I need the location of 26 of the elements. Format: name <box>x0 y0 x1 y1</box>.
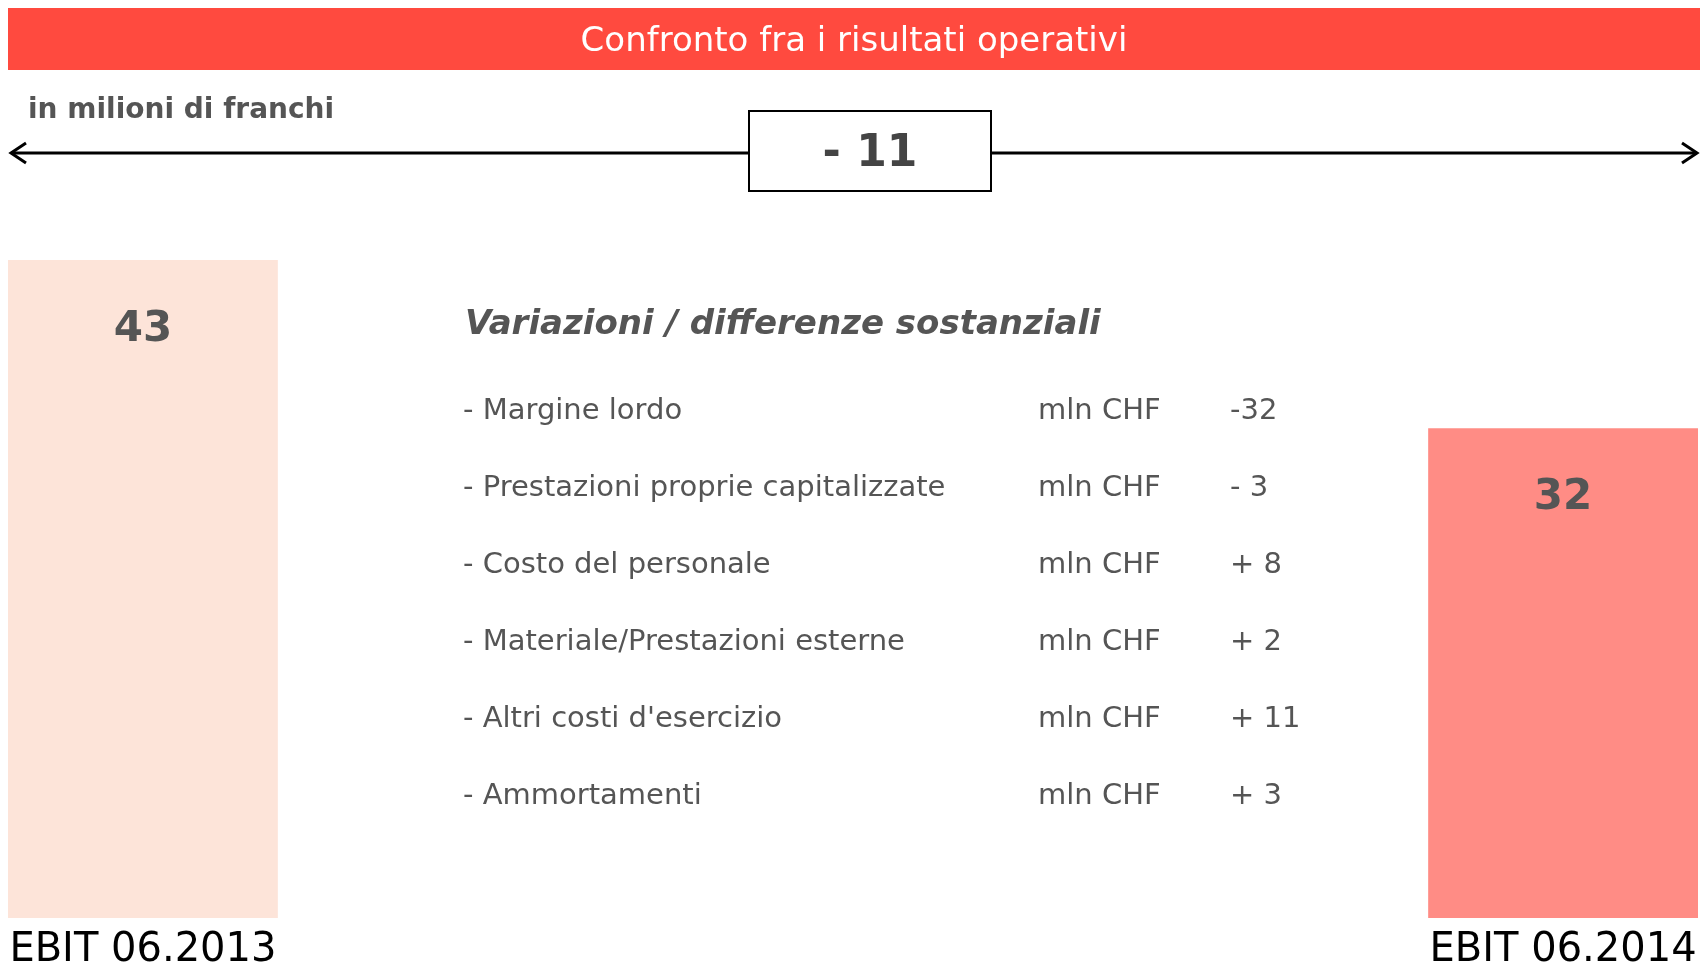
annotation: mln CHF <box>1038 777 1162 813</box>
chart-title: Confronto fra i risultati operativi <box>8 8 1700 70</box>
text: - 11 <box>748 110 992 192</box>
annotation: Variazioni / differenze sostanziali <box>465 302 1101 342</box>
annotation: mln CHF <box>1038 700 1162 736</box>
x-tick-label: EBIT 06.2013 <box>9 923 277 970</box>
data-label: 32 <box>1533 470 1593 520</box>
annotation: mln CHF <box>1038 392 1162 428</box>
annotation: - Margine lordo <box>463 392 684 428</box>
annotation: + 11 <box>1230 700 1302 736</box>
chart-subtitle: in milioni di franchi <box>28 92 335 125</box>
annotation: - Costo del personale <box>463 546 772 582</box>
annotation: -32 <box>1230 392 1279 428</box>
annotation: - Altri costi d'esercizio <box>463 700 784 736</box>
annotation: - Ammortamenti <box>463 777 703 813</box>
annotation: - 3 <box>1230 469 1270 505</box>
annotation: + 3 <box>1230 777 1283 813</box>
annotation: + 8 <box>1230 546 1283 582</box>
annotation: mln CHF <box>1038 469 1162 505</box>
annotation: mln CHF <box>1038 623 1162 659</box>
annotation: mln CHF <box>1038 546 1162 582</box>
annotation: - Materiale/Prestazioni esterne <box>463 623 906 659</box>
x-tick-label: EBIT 06.2014 <box>1429 923 1697 970</box>
data-label: 43 <box>113 302 173 351</box>
annotation: - Prestazioni proprie capitalizzate <box>463 469 947 505</box>
annotation: + 2 <box>1230 623 1283 659</box>
